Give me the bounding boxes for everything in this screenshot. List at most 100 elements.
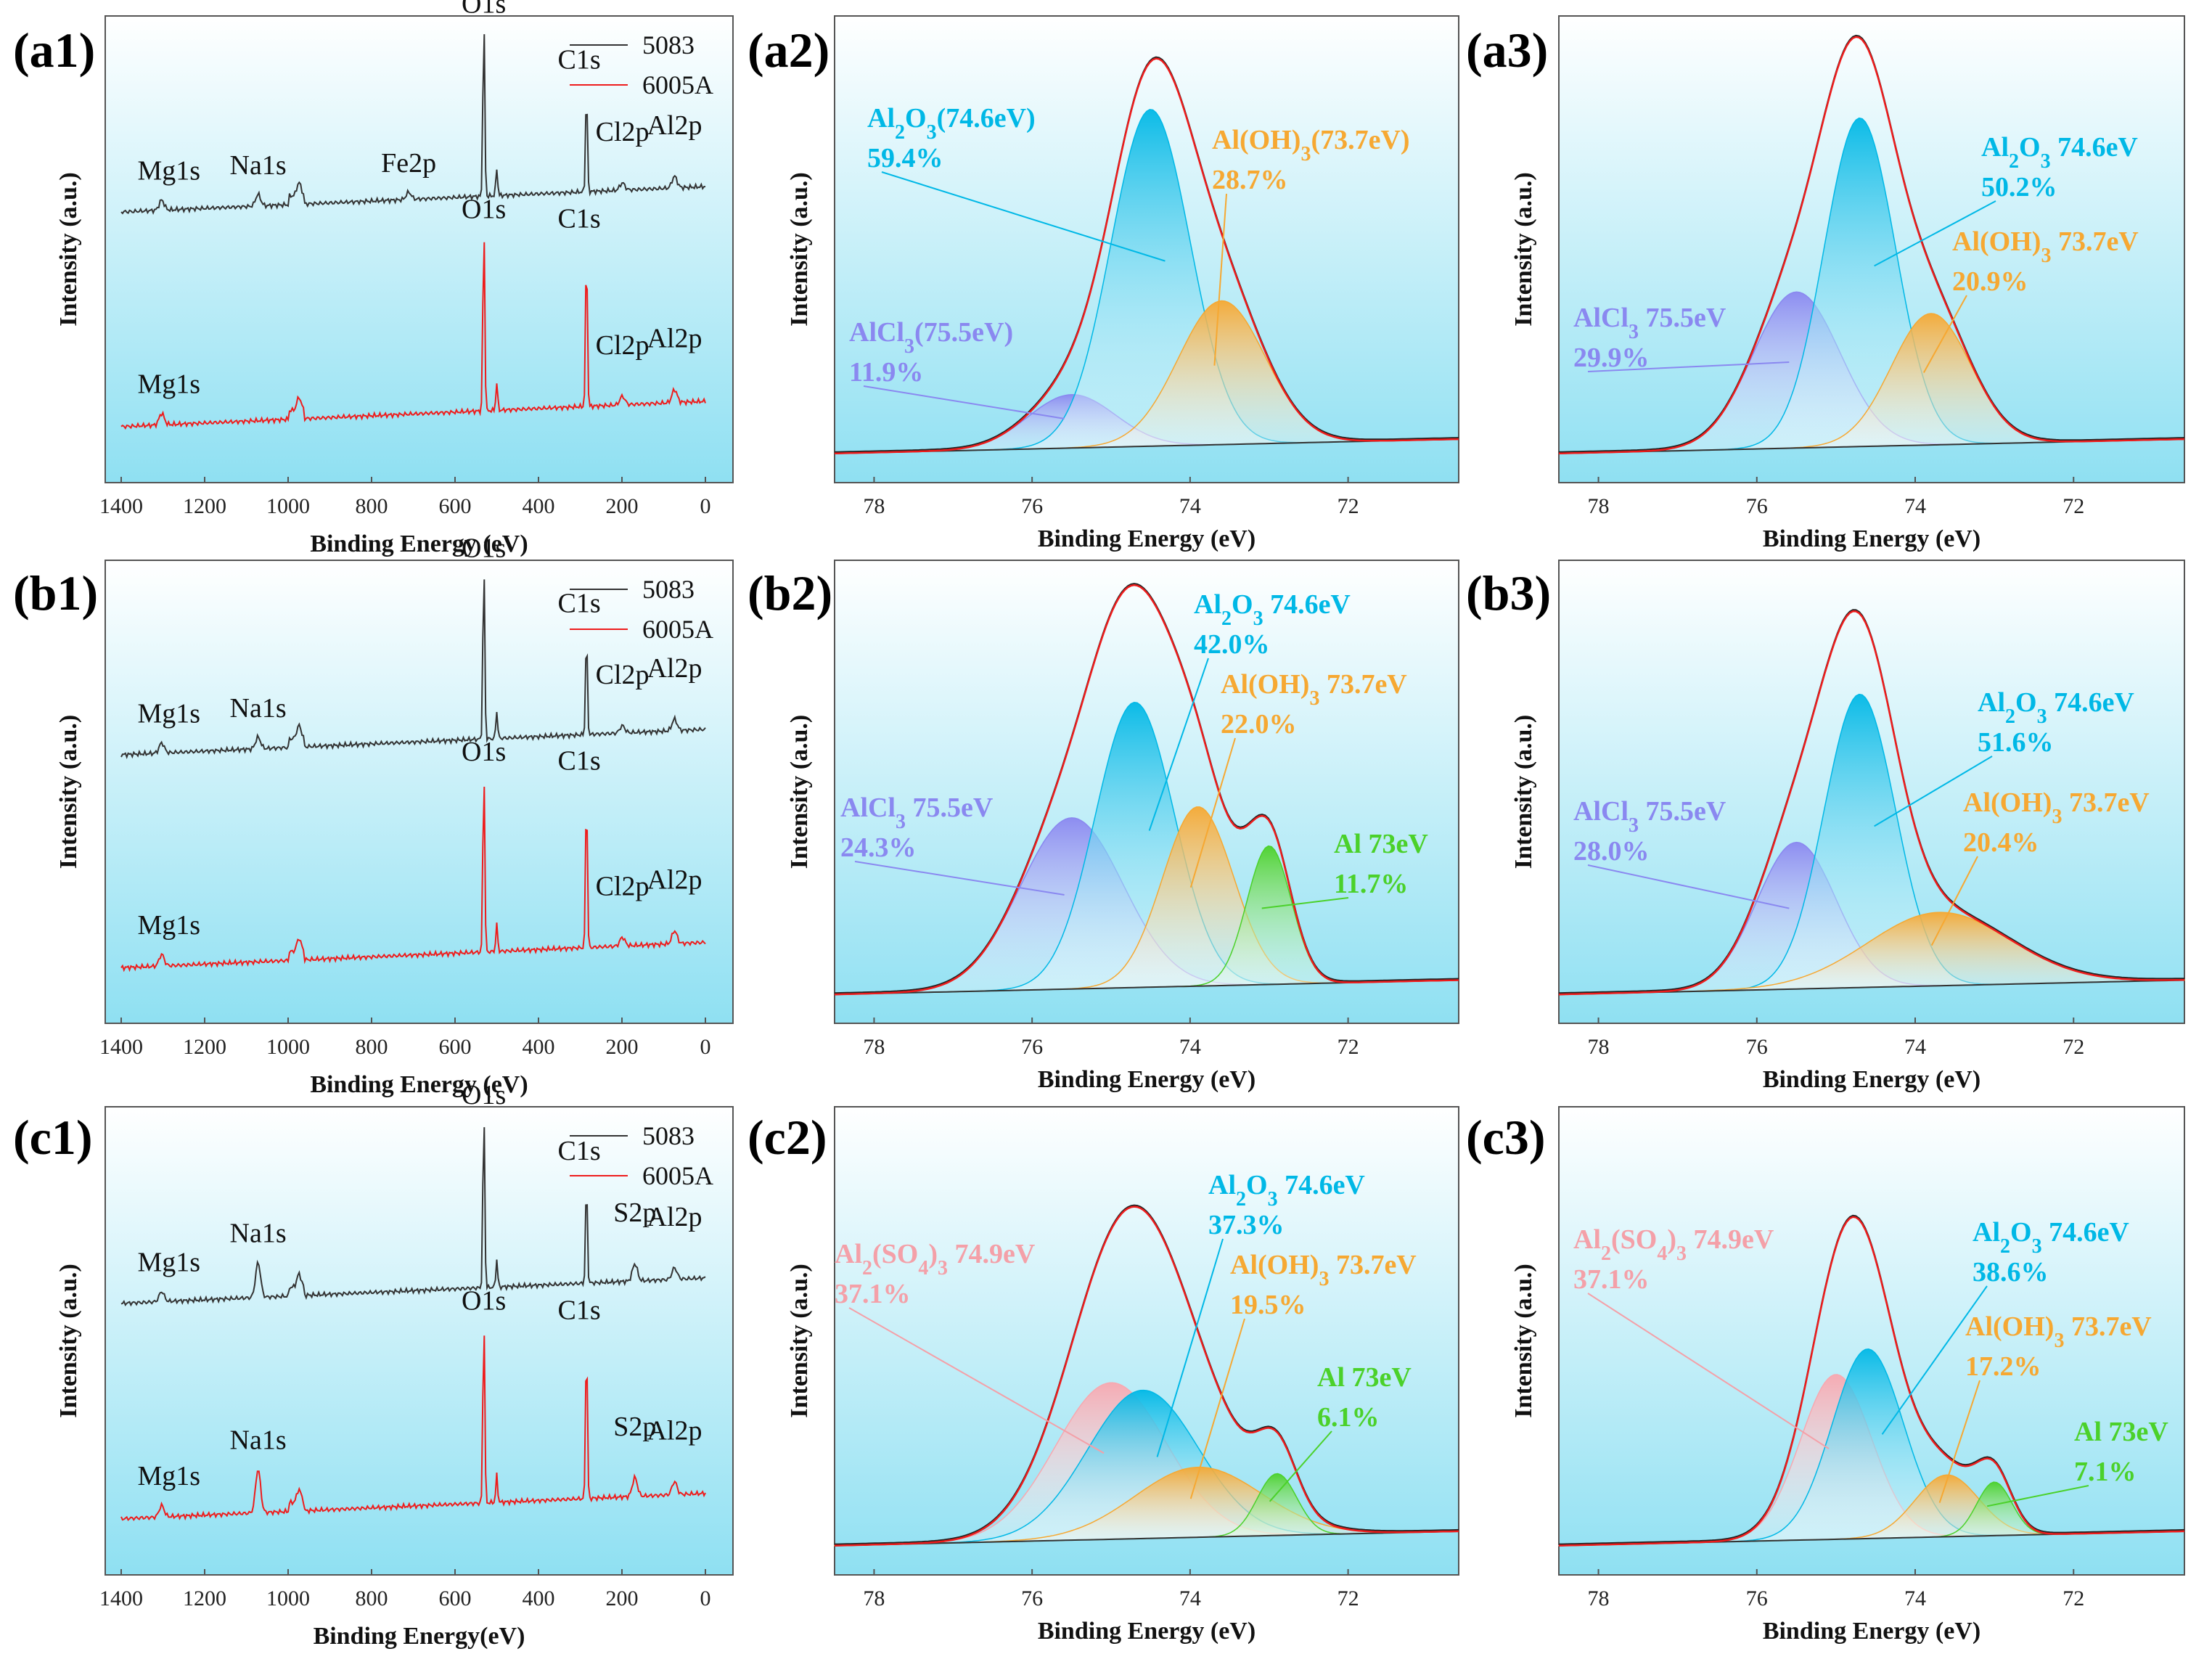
x-tick-label: 72 [2063,494,2084,518]
x-tick-label: 74 [1904,494,1926,518]
x-tick-label: 78 [1588,494,1610,518]
plot-frame [105,560,734,1024]
x-tick-label: 72 [1338,494,1359,518]
x-tick-label: 600 [439,494,472,518]
x-axis-label: Binding Energy (eV) [1038,1618,1255,1645]
peak-label-mg1s: Mg1s [137,1461,200,1491]
peak-label-mg1s: Mg1s [137,156,200,187]
panel-c3: 78 76 74 72 Binding Energy (eV) Intensity (a.… [1466,1106,2185,1645]
x-axis-label: Binding Energy (eV) [310,1071,528,1098]
panel-a3: 78 76 74 72 Binding Energy (eV) Intensity (a.… [1466,15,2185,552]
peak-label-cl2p: Cl2p [596,660,650,690]
plot-frame [834,1106,1459,1576]
x-tick-label: 1000 [266,494,310,518]
panel-label: (a3) [1466,22,1548,78]
annotation-al2o3: Al2O3 74.6eV [1973,1217,2129,1258]
annotation-aloh3: Al(OH)3 73.7eV [1963,787,2150,828]
x-tick-label: 74 [1904,1035,1926,1059]
annotation-al2o3: Al2O3 74.6eV [1981,132,2138,173]
annotation-percent: 6.1% [1317,1402,1380,1433]
annotation-aloh3: Al(OH)3 73.7eV [1965,1311,2152,1352]
envelope-fit [1558,610,2184,996]
x-tick-label: 76 [1746,494,1768,518]
peak-label-na1s: Na1s [230,693,287,724]
x-tick-label: 400 [523,1587,555,1610]
x-tick-label: 74 [1179,1587,1201,1610]
peak-label-al2p: Al2p [647,324,702,354]
annotation-al: Al 73eV [1334,829,1428,859]
annotation-pointer [1587,361,1790,372]
peak-label-mg1s: Mg1s [137,369,200,399]
legend-label-6005A: 6005A [642,1161,713,1190]
x-tick-label: 76 [1021,1587,1043,1610]
y-axis-label: Intensity (a.u.) [1510,715,1537,869]
annotation-percent: 22.0% [1221,709,1297,740]
x-tick-label: 76 [1021,494,1043,518]
peak-label-al2p: Al2p [647,1415,702,1446]
x-tick-label: 74 [1179,1035,1201,1059]
annotation-percent: 7.1% [2074,1457,2137,1487]
peak-label-cl2p: Cl2p [596,871,650,901]
legend-label-5083: 5083 [642,575,695,604]
x-tick-label: 0 [700,494,711,518]
spectrum-5083 [120,34,706,216]
peak-label-s2p: S2p [613,1197,656,1228]
annotation-percent: 37.3% [1208,1210,1285,1240]
legend-label-5083: 5083 [642,30,695,60]
peak-label-c1s: C1s [558,203,601,234]
plot-frame [105,1106,734,1576]
annotation-pointer [1922,295,1967,373]
y-axis-label: Intensity (a.u.) [55,715,82,869]
annotation-percent: 38.6% [1973,1257,2049,1287]
x-tick-label: 0 [700,1587,711,1610]
y-axis-label: Intensity (a.u.) [786,715,813,869]
peak-label-al2p: Al2p [647,1202,702,1232]
x-tick-label: 1400 [99,1035,143,1059]
panel-label: (b2) [747,565,832,621]
raw-spectrum [834,583,1459,994]
annotation-percent: 11.7% [1334,869,1408,899]
x-tick-label: 72 [2063,1587,2084,1610]
legend-label-5083: 5083 [642,1121,695,1150]
y-axis-label: Intensity (a.u.) [786,172,813,327]
annotation-pointer [1986,1485,2089,1507]
annotation-pointer [881,171,1166,262]
annotation-percent: 37.1% [835,1279,911,1309]
x-tick-label: 200 [606,1587,639,1610]
x-axis-label: Binding Energy (eV) [1038,525,1255,552]
x-tick-label: 74 [1904,1587,1926,1610]
peak-label-o1s: O1s [462,195,506,225]
x-tick-label: 72 [1338,1035,1359,1059]
background-line [834,1530,1459,1547]
peak-label-c1s: C1s [558,589,601,619]
annotation-pointer [848,1307,1105,1454]
peak-label-c1s: C1s [558,1136,601,1166]
y-axis-label: Intensity (a.u.) [55,172,82,327]
x-tick-label: 800 [356,1035,388,1059]
plot-frame [105,15,734,483]
peak-label-mg1s: Mg1s [137,699,200,729]
spectrum-5083 [120,579,706,760]
panel-label: (b3) [1466,565,1551,621]
peak-label-c1s: C1s [558,45,601,75]
peak-label-mg1s: Mg1s [137,910,200,941]
annotation-alcl3: AlCl3(75.5eV) [849,317,1013,358]
raw-spectrum [835,1204,1459,1545]
annotation-al: Al 73eV [1317,1362,1412,1393]
spectrum-5083 [120,1127,706,1307]
annotation-pointer [1156,1238,1224,1457]
x-tick-label: 78 [863,494,885,518]
spectrum-6005A [120,242,706,430]
envelope-fit [1559,1216,2185,1547]
annotation-percent: 19.5% [1230,1290,1306,1320]
peak-label-na1s: Na1s [230,150,287,181]
annotation-alcl3: AlCl3 75.5eV [1573,796,1726,837]
annotation-aloh3: Al(OH)3 73.7eV [1952,226,2139,267]
annotation-aloh3: Al(OH)3(73.7eV) [1212,125,1410,165]
annotation-pointer [1938,1380,1980,1503]
annotation-percent: 42.0% [1194,629,1270,660]
annotation-aloh3: Al(OH)3 73.7eV [1221,669,1407,710]
y-axis-label: Intensity (a.u.) [786,1264,813,1418]
panel-c2: 78 76 74 72 Binding Energy (eV) Intensity (a.… [747,1106,1459,1645]
annotation-aloh3: Al(OH)3 73.7eV [1230,1250,1417,1290]
